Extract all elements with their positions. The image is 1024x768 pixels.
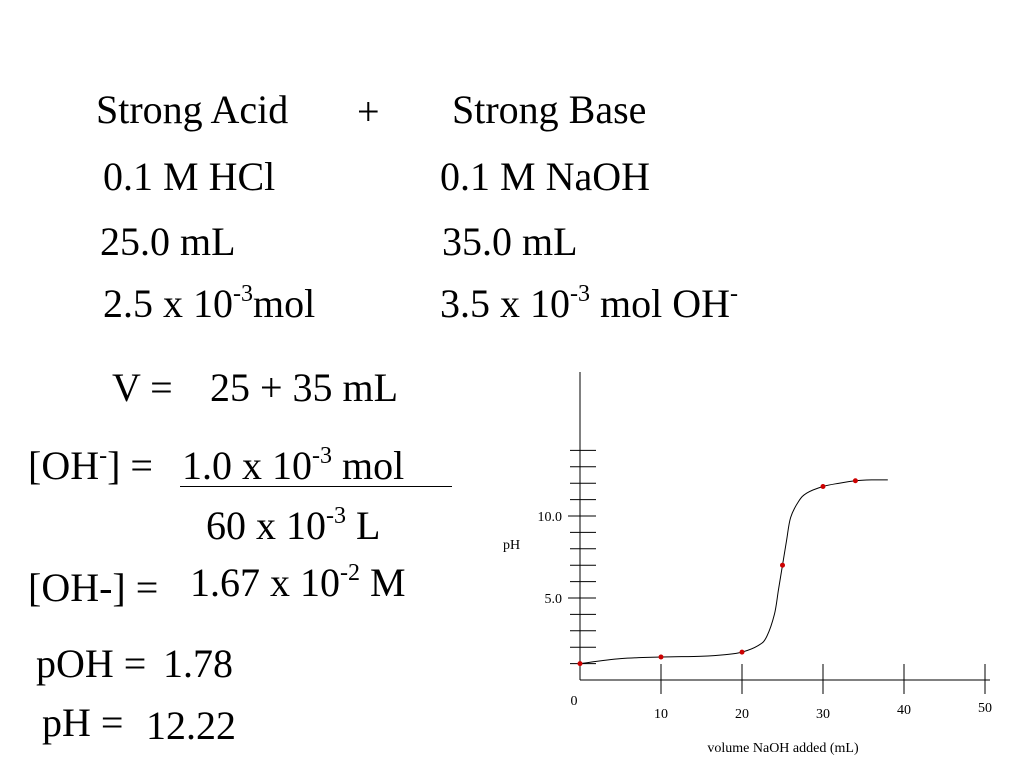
base-volume: 35.0 mL [442,219,578,264]
fraction-denominator: 60 x 10-3 L [206,503,381,548]
hydroxide-label-open: [OH [28,443,100,488]
acid-title: Strong Acid [96,87,289,132]
hydroxide-result: 1.67 x 10-2 M [190,560,406,605]
acid-moles-exponent: -3 [233,281,253,307]
denominator-unit: L [346,503,381,548]
data-point [577,661,583,667]
poh-label: pOH = [36,641,147,686]
base-moles: 3.5 x 10-3 mol OH- [440,281,738,326]
data-point [852,478,858,484]
x-tick-label: 0 [571,694,578,709]
base-moles-exponent: -3 [570,281,590,307]
hydroxide-result-unit: M [360,560,406,605]
denominator-base: 60 x 10 [206,503,326,548]
x-tick-label: 20 [735,707,749,722]
hydroxide-result-base: 1.67 x 10 [190,560,340,605]
ph-value: 12.22 [146,703,236,748]
hydroxide-label-close: ] = [107,443,153,488]
poh-value: 1.78 [163,641,233,686]
y-axis-label: pH [503,538,520,553]
base-moles-unit: mol OH [590,281,730,326]
y-tick-label: 5.0 [545,592,563,607]
hydroxide-result-label: [OH-] = [28,565,159,610]
ph-label: pH = [42,700,124,745]
acid-moles: 2.5 x 10-3mol [103,281,316,326]
total-volume-label: V = [112,365,173,410]
data-point [658,654,664,660]
fraction-numerator: 1.0 x 10-3 mol [182,443,405,488]
base-moles-charge: - [730,281,738,307]
fraction-bar [180,486,452,487]
hydroxide-result-exponent: -2 [340,560,360,586]
numerator-unit: mol [332,443,405,488]
x-axis-label: volume NaOH added (mL) [707,741,859,756]
x-tick-label: 50 [978,701,992,716]
acid-volume: 25.0 mL [100,219,236,264]
acid-concentration: 0.1 M HCl [103,154,276,199]
denominator-exponent: -3 [326,503,346,529]
data-point [820,483,826,489]
base-moles-base: 3.5 x 10 [440,281,570,326]
numerator-exponent: -3 [312,443,332,469]
hydroxide-label-charge: - [99,443,108,469]
plus-sign: + [357,89,380,134]
data-point [739,649,745,655]
base-title: Strong Base [452,87,647,132]
x-tick-label: 10 [654,707,668,722]
acid-moles-unit: mol [253,281,316,326]
acid-moles-base: 2.5 x 10 [103,281,233,326]
hydroxide-label: [OH-] = [28,443,153,488]
numerator-base: 1.0 x 10 [182,443,312,488]
x-tick-label: 30 [816,707,830,722]
titration-curve [579,479,888,665]
y-tick-label: 10.0 [538,510,563,525]
data-point [780,562,785,568]
total-volume-value: 25 + 35 mL [210,365,399,410]
x-tick-label: 40 [897,703,911,718]
base-concentration: 0.1 M NaOH [440,154,650,199]
